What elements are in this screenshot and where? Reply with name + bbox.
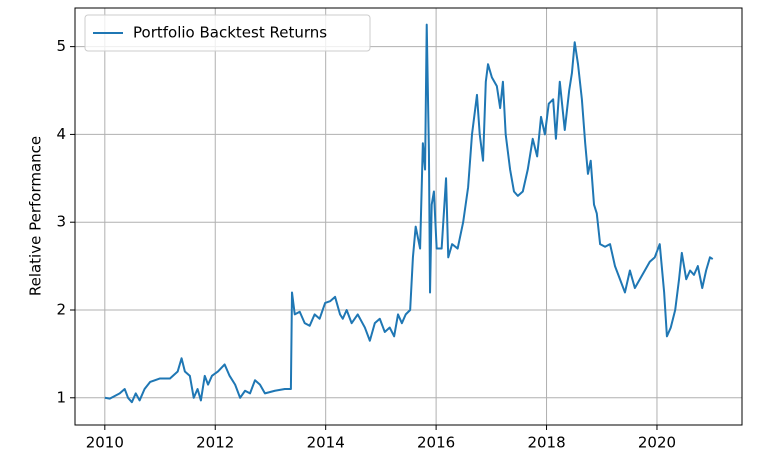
x-tick-label: 2010 bbox=[86, 434, 124, 452]
line bbox=[104, 23, 714, 404]
y-tick-label: 2 bbox=[56, 300, 66, 318]
legend-label: Portfolio Backtest Returns bbox=[133, 24, 327, 42]
x-tick-label: 2018 bbox=[527, 434, 565, 452]
y-axis-label: Relative Performance bbox=[27, 136, 45, 296]
y-tick-label: 5 bbox=[56, 37, 66, 55]
x-tick-label: 2012 bbox=[196, 434, 234, 452]
legend-box bbox=[84, 14, 371, 52]
y-tick-label: 1 bbox=[56, 388, 66, 406]
x-tick-label: 2016 bbox=[417, 434, 455, 452]
y-tick-label: 3 bbox=[56, 213, 66, 231]
x-tick-label: 2020 bbox=[638, 434, 676, 452]
y-tick-label: 4 bbox=[56, 125, 66, 143]
x-tick-label: 2014 bbox=[307, 434, 345, 452]
plot-frame bbox=[74, 7, 743, 426]
